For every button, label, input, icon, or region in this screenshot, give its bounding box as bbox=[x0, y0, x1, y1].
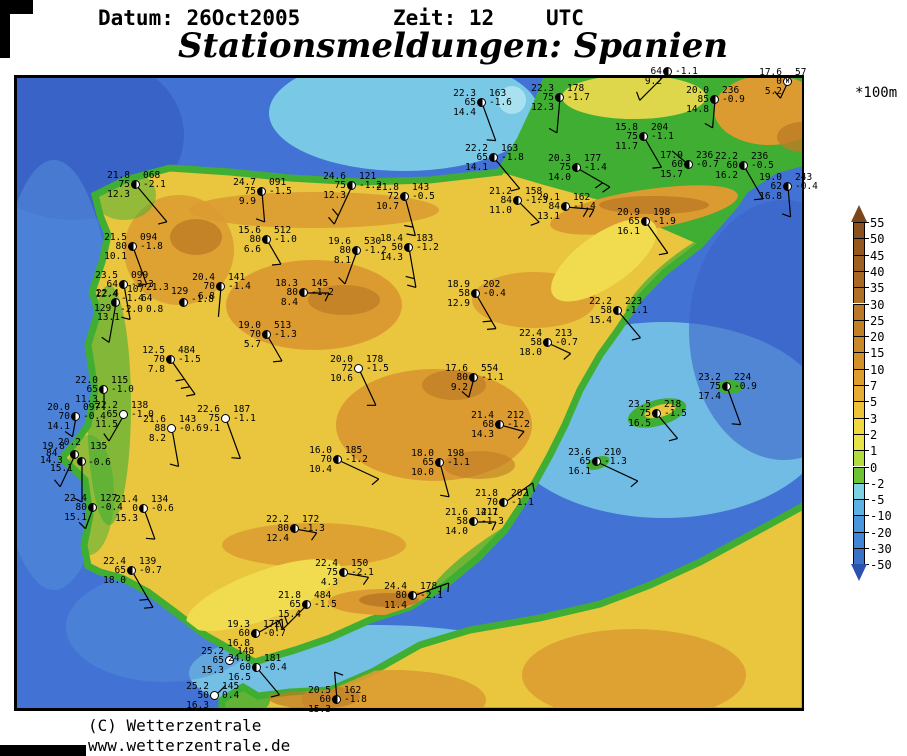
colorbar-tick-label: -20 bbox=[870, 525, 892, 540]
colorbar-tick bbox=[853, 385, 869, 386]
colorbar-tick-label: 20 bbox=[870, 330, 885, 345]
colorbar-tick bbox=[853, 287, 869, 289]
colorbar-tick bbox=[853, 401, 869, 403]
colorbar-segment bbox=[853, 482, 865, 500]
scan-artifact-left-edge bbox=[0, 14, 10, 58]
colorbar-bottom-arrow bbox=[851, 564, 867, 582]
colorbar-tick bbox=[853, 238, 869, 240]
colorbar-top-arrow bbox=[851, 205, 867, 222]
colorbar-tick bbox=[853, 336, 869, 338]
colorbar-tick bbox=[853, 499, 869, 501]
attribution-url: www.wetterzentrale.de bbox=[88, 736, 291, 755]
colorbar-tick-label: 5 bbox=[870, 395, 878, 410]
colorbar-tick bbox=[853, 548, 869, 549]
colorbar-segment bbox=[853, 417, 865, 434]
utc-label: UTC bbox=[546, 6, 584, 30]
colorbar-tick bbox=[853, 466, 869, 468]
colorbar-tick-label: 25 bbox=[870, 313, 885, 328]
terrain-graphic bbox=[17, 78, 802, 708]
colorbar-tick-label: 2 bbox=[870, 427, 878, 442]
colorbar-tick-label: -2 bbox=[870, 476, 885, 491]
colorbar-tick-label: 10 bbox=[870, 362, 885, 377]
colorbar-tick-label: 40 bbox=[870, 264, 885, 279]
colorbar-tick bbox=[853, 417, 869, 419]
elevation-colorbar: 55 50 45 40 35 30 25 20 15 10 7 5 3 2 1 0 -2 -5 -10 -20 -30-… bbox=[851, 205, 901, 595]
colorbar-tick bbox=[853, 352, 869, 354]
colorbar-segment bbox=[853, 385, 865, 402]
colorbar-tick bbox=[853, 450, 869, 452]
colorbar-tick-label: 3 bbox=[870, 411, 878, 426]
colorbar-tick-label: 1 bbox=[870, 444, 878, 459]
topographic-map-spain bbox=[14, 75, 804, 711]
colorbar-tick bbox=[853, 222, 869, 223]
time-label: Zeit: 12 bbox=[393, 6, 495, 30]
colorbar-tick-label: 0 bbox=[870, 460, 878, 475]
colorbar-segment bbox=[853, 433, 865, 451]
colorbar-tick bbox=[853, 433, 869, 435]
colorbar-tick bbox=[853, 531, 869, 533]
colorbar-tick-label: -5 bbox=[870, 493, 885, 508]
page-title: Stationsmeldungen: Spanien bbox=[178, 26, 729, 66]
colorbar-segment bbox=[853, 401, 865, 418]
colorbar-segment bbox=[853, 352, 865, 369]
colorbar-unit-label: *100m bbox=[855, 85, 898, 101]
colorbar-segment bbox=[853, 254, 865, 271]
colorbar-tick-label: -50 bbox=[870, 558, 892, 573]
colorbar-tick-label: 45 bbox=[870, 248, 885, 263]
colorbar-tick bbox=[853, 303, 869, 305]
colorbar-tick bbox=[853, 270, 869, 272]
colorbar-tick-label: 50 bbox=[870, 232, 885, 247]
colorbar-tick-label: 15 bbox=[870, 346, 885, 361]
colorbar-segment bbox=[853, 238, 865, 255]
colorbar-tick-label: -10 bbox=[870, 509, 892, 524]
colorbar-tick bbox=[853, 515, 869, 517]
colorbar-segment bbox=[853, 303, 865, 320]
colorbar-segment bbox=[853, 466, 865, 483]
colorbar-segment bbox=[853, 515, 865, 532]
colorbar-segment bbox=[853, 270, 865, 288]
colorbar-segment bbox=[853, 287, 865, 304]
colorbar-segment bbox=[853, 319, 865, 337]
colorbar-tick-label: -30 bbox=[870, 542, 892, 556]
colorbar-tick-label: 55 bbox=[870, 216, 885, 230]
colorbar-tick bbox=[853, 368, 869, 370]
colorbar-tick bbox=[853, 254, 869, 256]
scan-artifact-top-left bbox=[0, 0, 33, 14]
colorbar-segment bbox=[853, 336, 865, 353]
colorbar-segment bbox=[853, 499, 865, 516]
colorbar-segment bbox=[853, 368, 865, 385]
colorbar-tick-label: 35 bbox=[870, 281, 885, 296]
colorbar-tick-label: 7 bbox=[870, 379, 878, 393]
colorbar-segment bbox=[853, 548, 865, 565]
colorbar-tick bbox=[853, 482, 869, 484]
scan-artifact-bottom-left bbox=[0, 745, 86, 756]
date-label: Datum: 26Oct2005 bbox=[98, 6, 301, 30]
colorbar-segment bbox=[853, 450, 865, 467]
colorbar-segment bbox=[853, 531, 865, 548]
colorbar-segment bbox=[853, 222, 865, 239]
copyright-text: (C) Wetterzentrale bbox=[88, 716, 262, 735]
colorbar-tick-label: 30 bbox=[870, 297, 885, 312]
colorbar-tick bbox=[853, 319, 869, 321]
